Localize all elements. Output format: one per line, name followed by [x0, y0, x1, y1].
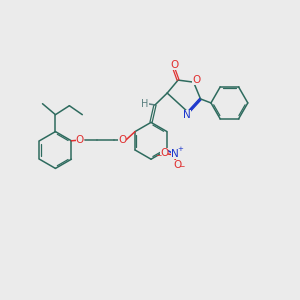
- Text: −: −: [178, 162, 185, 171]
- Text: +: +: [177, 146, 183, 152]
- Text: O: O: [160, 148, 168, 158]
- Text: O: O: [76, 135, 84, 145]
- Text: N: N: [171, 149, 178, 160]
- Text: −: −: [156, 151, 162, 160]
- Text: N: N: [183, 110, 191, 120]
- Text: O: O: [118, 135, 126, 145]
- Text: H: H: [141, 99, 149, 109]
- Text: O: O: [192, 75, 201, 85]
- Text: O: O: [170, 60, 178, 70]
- Text: O: O: [173, 160, 181, 170]
